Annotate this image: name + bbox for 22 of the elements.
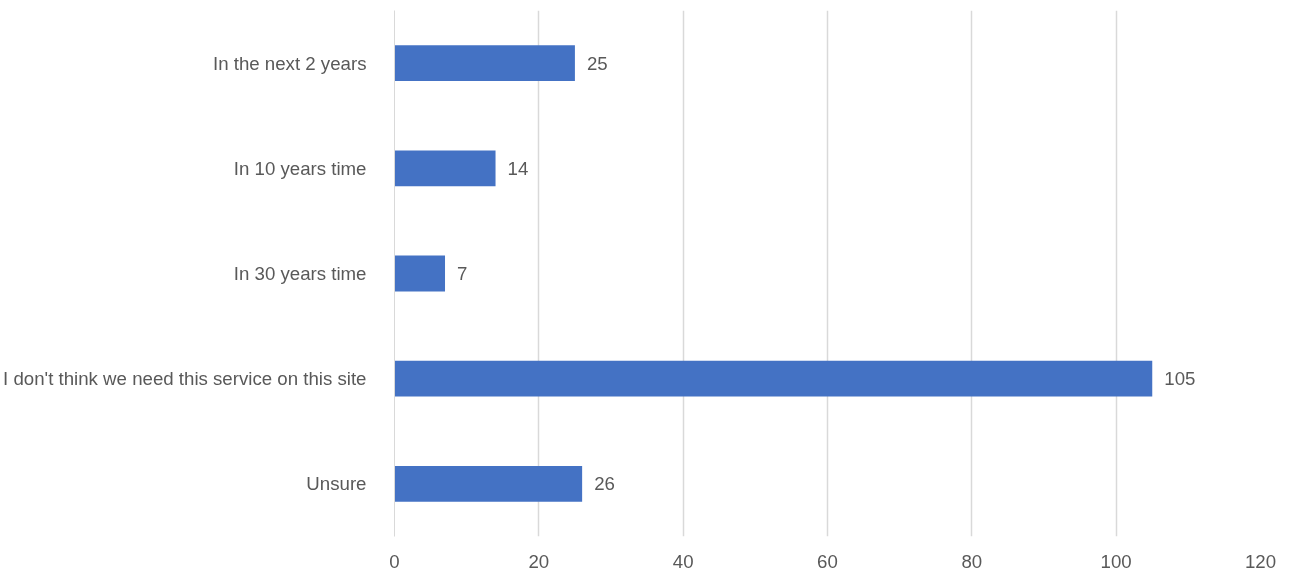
y-tick-label: In the next 2 years [213, 52, 367, 74]
y-tick-label: In 30 years time [233, 263, 367, 284]
bar [394, 255, 446, 292]
data-label: 14 [507, 157, 529, 179]
x-tick-label: 0 [389, 550, 400, 572]
bar [394, 466, 583, 502]
y-tick-label: Unsure [306, 473, 367, 495]
bar [394, 360, 1153, 397]
data-label: 105 [1164, 368, 1196, 390]
x-tick-label: 60 [817, 550, 838, 572]
data-label: 7 [457, 263, 468, 284]
x-tick-label: 20 [528, 550, 550, 572]
data-label: 25 [586, 52, 608, 74]
x-tick-label: 80 [961, 550, 983, 572]
bar [394, 45, 575, 81]
x-tick-label: 100 [1100, 550, 1132, 572]
x-tick-label: 40 [672, 550, 694, 572]
y-tick-label: I don't think we need this service on this site [3, 368, 367, 390]
y-tick-label: In 10 years time [233, 157, 367, 179]
x-tick-label: 120 [1244, 550, 1277, 572]
data-label: 26 [594, 473, 615, 495]
bar [394, 150, 496, 187]
